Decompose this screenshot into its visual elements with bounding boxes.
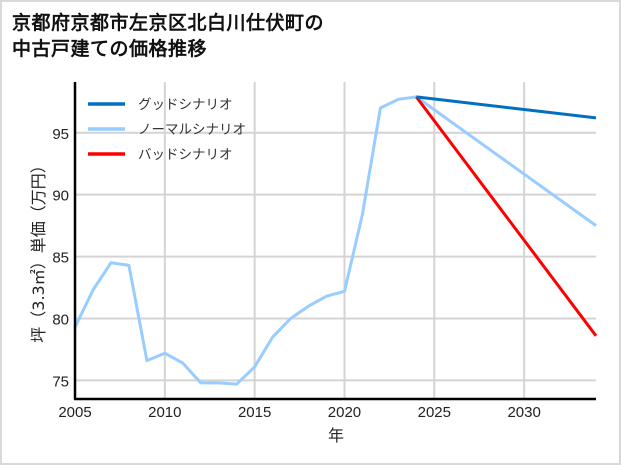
x-tick-label: 2025	[418, 404, 451, 421]
x-axis-label: 年	[328, 426, 344, 445]
x-tick-label: 2005	[58, 404, 91, 421]
x-tick-labels: 2005 2010 2015 2020 2025 2030	[58, 404, 541, 421]
legend-label: バッドシナリオ	[138, 147, 233, 163]
y-tick-labels: 75 80 85 90 95	[52, 126, 69, 391]
y-tick-label: 80	[52, 312, 69, 329]
y-tick-label: 90	[52, 188, 69, 205]
y-tick-label: 95	[52, 126, 69, 143]
chart-title: 京都府京都市左京区北白川仕伏町の 中古戸建ての価格推移	[12, 10, 324, 62]
y-tick-label: 75	[52, 373, 69, 390]
series-line-2	[415, 95, 598, 337]
series-lines	[73, 95, 598, 386]
legend-label: グッドシナリオ	[138, 97, 233, 113]
series-line-0	[416, 95, 597, 120]
series-line-1	[73, 95, 597, 386]
x-tick-label: 2010	[148, 404, 181, 421]
x-tick-label: 2020	[328, 404, 361, 421]
y-tick-label: 85	[52, 250, 69, 267]
legend-label: ノーマルシナリオ	[138, 122, 246, 138]
x-tick-label: 2030	[507, 404, 540, 421]
y-axis-label: 坪（3.3㎡）単価（万円）	[29, 157, 48, 342]
axes	[73, 82, 596, 401]
chart-title-line1: 京都府京都市左京区北白川仕伏町の	[12, 12, 325, 34]
chart-title-line2: 中古戸建ての価格推移	[12, 38, 208, 60]
x-tick-label: 2015	[238, 404, 271, 421]
